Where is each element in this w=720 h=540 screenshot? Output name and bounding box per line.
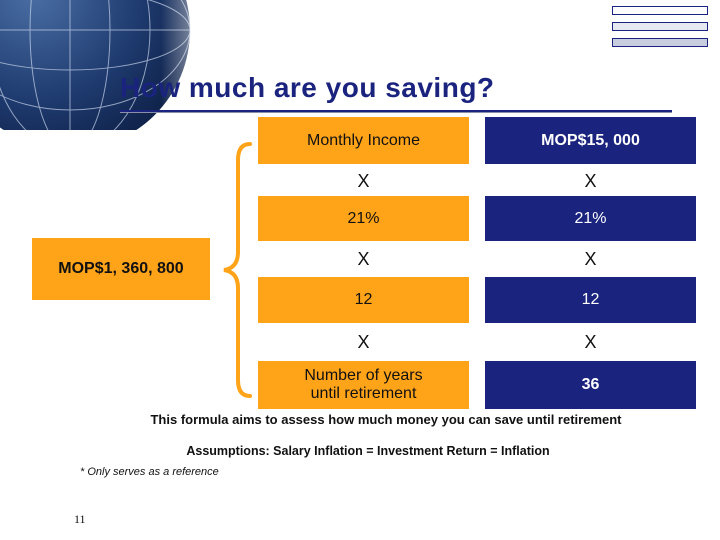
years-until-retirement-label: Number of years until retirement: [258, 361, 469, 409]
months-left: 12: [258, 277, 469, 323]
bracket-graphic: [223, 142, 252, 398]
result-total: MOP$1, 360, 800: [32, 238, 210, 300]
page-title: How much are you saving?: [120, 72, 495, 103]
reference-note: * Only serves as a reference: [80, 466, 219, 478]
multiply-sign: X: [584, 170, 597, 191]
savings-rate-right: 21%: [485, 196, 696, 241]
page-number: 11: [74, 512, 86, 526]
years-value: 36: [485, 361, 696, 409]
multiply-sign: X: [357, 170, 370, 191]
decorative-bar-1: [612, 6, 708, 15]
formula-note: This formula aims to assess how much mon…: [150, 412, 622, 427]
globe-graphic: [0, 0, 230, 130]
assumptions-note: Assumptions: Salary Inflation = Investme…: [186, 444, 550, 458]
months-right: 12: [485, 277, 696, 323]
monthly-income-label: Monthly Income: [258, 117, 469, 164]
savings-rate-left: 21%: [258, 196, 469, 241]
title-underline: [120, 110, 672, 112]
title-underline-shadow: [120, 112, 672, 113]
multiply-sign: X: [357, 331, 370, 352]
multiply-sign: X: [584, 331, 597, 352]
multiply-sign: X: [584, 248, 597, 269]
multiply-sign: X: [357, 248, 370, 269]
decorative-bar-2: [612, 22, 708, 31]
monthly-income-value: MOP$15, 000: [485, 117, 696, 164]
decorative-bar-3: [612, 38, 708, 47]
